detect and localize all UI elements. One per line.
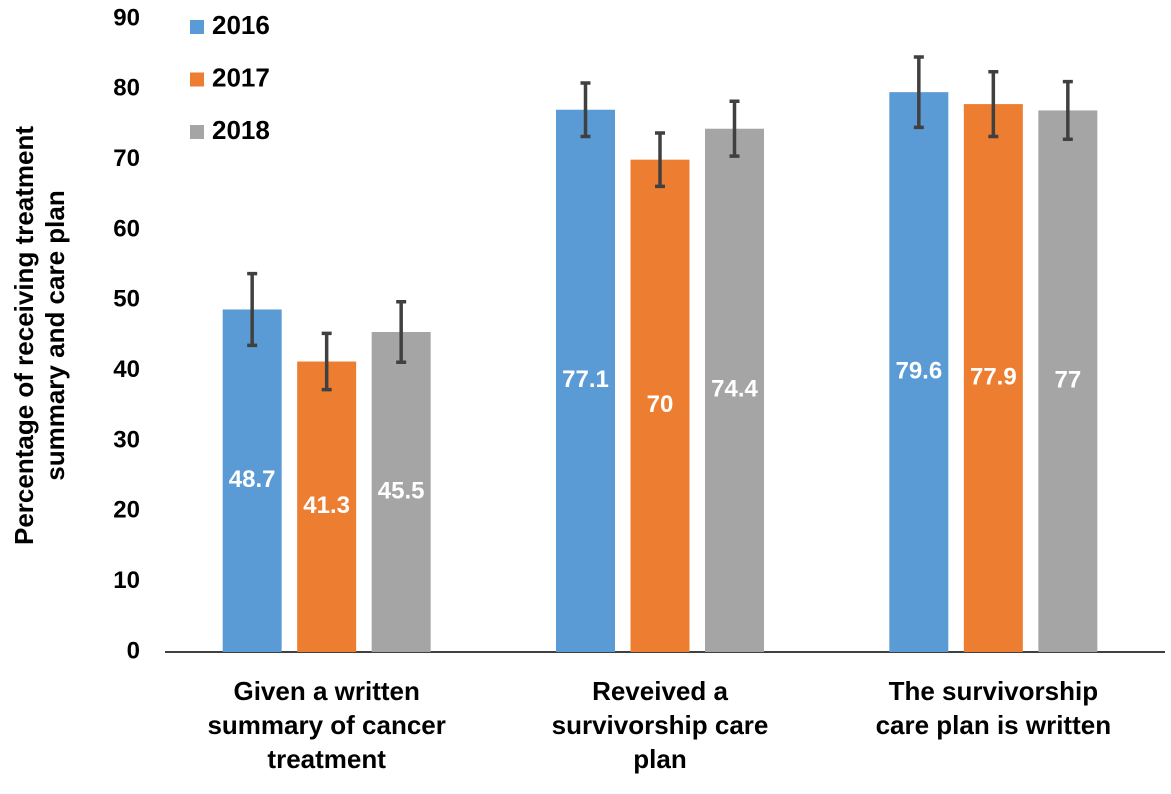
legend-swatch	[190, 125, 204, 139]
bar	[222, 309, 282, 652]
legend-label: 2016	[212, 10, 270, 40]
legend-label: 2018	[212, 115, 270, 145]
x-tick-label: treatment	[267, 744, 386, 774]
y-tick-label: 80	[113, 75, 140, 102]
value-label: 79.6	[895, 357, 942, 384]
error-bar	[913, 55, 924, 130]
legend-swatch	[190, 72, 204, 87]
x-tick-label: Given a written	[233, 676, 419, 706]
x-tick-label: The survivorship	[889, 676, 1099, 706]
error-bar	[729, 99, 740, 158]
x-tick-label: plan	[633, 744, 686, 774]
value-label: 41.3	[303, 492, 350, 519]
y-tick-label: 0	[127, 637, 140, 664]
bar	[371, 331, 431, 652]
y-tick-label: 30	[113, 426, 140, 453]
y-tick-label: 50	[113, 286, 140, 313]
bar	[630, 159, 690, 652]
error-bar	[655, 131, 665, 189]
x-tick-label: care plan is written	[876, 710, 1112, 740]
value-label: 77.9	[970, 363, 1017, 390]
x-tick-label: survivorship care	[552, 710, 769, 740]
y-axis-title: summary and care plan	[40, 190, 70, 480]
bar	[889, 92, 949, 652]
value-label: 45.5	[378, 477, 425, 504]
bar	[1038, 110, 1098, 652]
x-tick-label: Reveived a	[592, 676, 728, 706]
value-label: 77.1	[562, 366, 609, 393]
legend-label: 2017	[212, 62, 270, 92]
value-label: 48.7	[229, 466, 276, 493]
bar	[297, 361, 357, 652]
bar	[705, 128, 764, 653]
y-tick-label: 90	[113, 4, 140, 31]
y-axis-title: Percentage of receiving treatment	[9, 126, 39, 545]
x-tick-label: summary of cancer	[207, 710, 445, 740]
error-bar	[1062, 79, 1073, 142]
y-tick-label: 10	[113, 567, 140, 594]
value-label: 70	[647, 391, 674, 418]
legend-swatch	[190, 20, 204, 34]
y-tick-label: 70	[113, 145, 140, 172]
y-tick-label: 40	[113, 356, 140, 383]
error-bar	[396, 299, 407, 364]
y-tick-label: 60	[113, 215, 140, 242]
error-bar	[580, 81, 591, 139]
error-bar	[321, 331, 332, 392]
bar	[963, 104, 1023, 652]
value-label: 77	[1054, 367, 1081, 394]
error-bar	[988, 70, 999, 139]
error-bar	[247, 271, 258, 348]
y-tick-label: 20	[113, 497, 140, 524]
value-label: 74.4	[711, 376, 758, 403]
bar	[556, 109, 615, 653]
